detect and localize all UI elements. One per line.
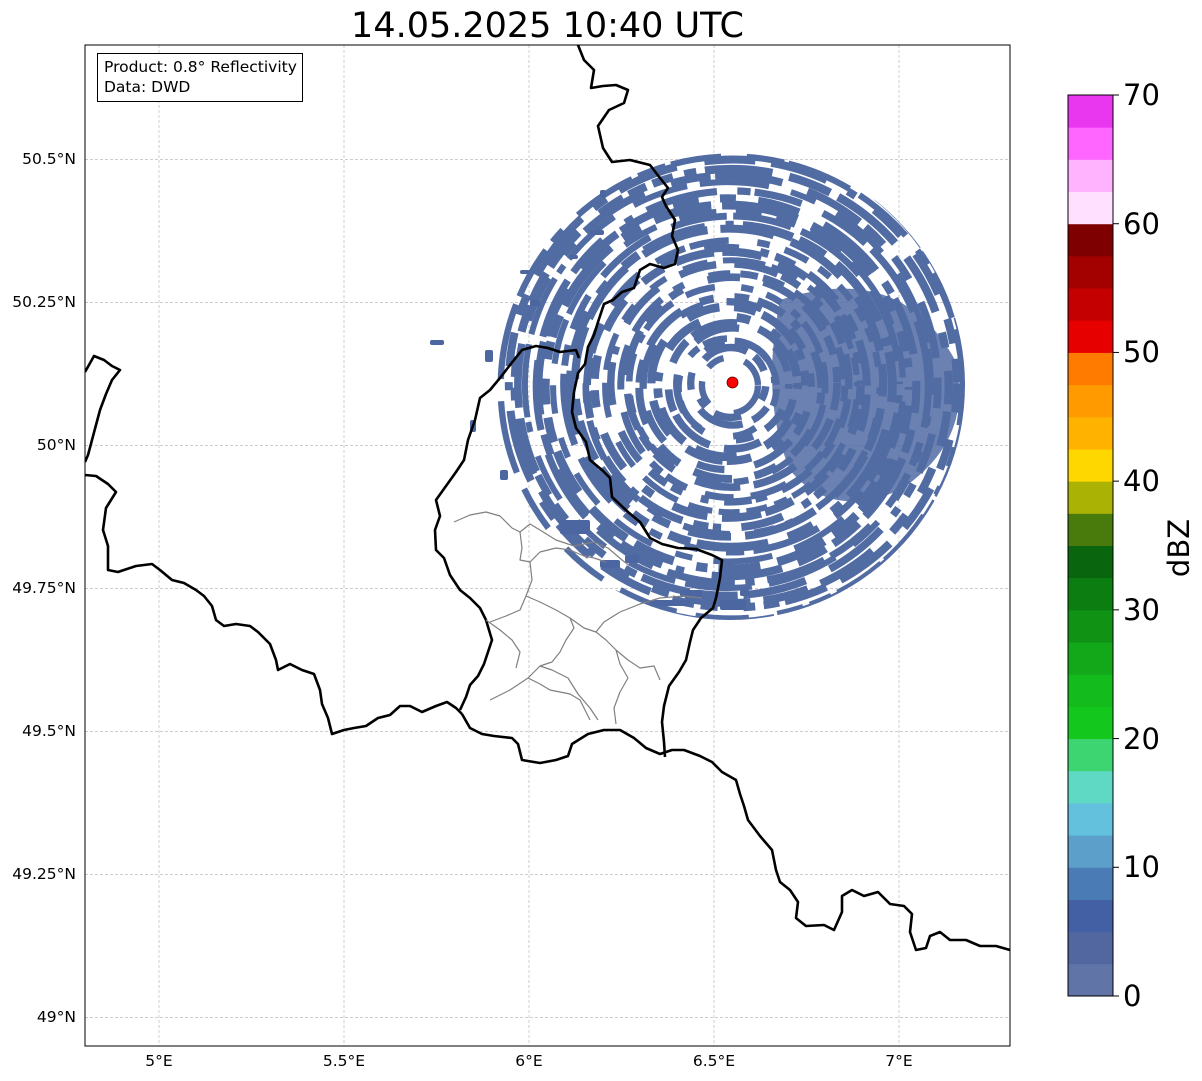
radar-site-marker <box>726 376 739 389</box>
colorbar-tick-label: 50 <box>1123 335 1160 370</box>
echo-fragment <box>590 230 604 235</box>
colorbar-tick-label: 40 <box>1123 464 1160 499</box>
map-title: 14.05.2025 10:40 UTC <box>351 6 744 46</box>
lon-tick-label: 5.5°E <box>322 1052 366 1070</box>
lat-tick-label: 49°N <box>36 1008 76 1027</box>
lat-tick-label: 50.25°N <box>12 293 76 312</box>
colorbar-label: dBZ <box>1162 518 1196 578</box>
colorbar-frame <box>1067 94 1114 997</box>
colorbar-tick-label: 0 <box>1123 979 1142 1013</box>
colorbar-bin <box>1068 127 1113 160</box>
colorbar-bin <box>1068 255 1113 289</box>
colorbar-bin <box>1068 384 1113 418</box>
echo-fragment <box>520 270 530 274</box>
colorbar-bin <box>1068 931 1113 965</box>
colorbar-tick-label: 30 <box>1123 592 1160 627</box>
colorbar-bin <box>1068 545 1113 579</box>
product-label: Product: 0.8° Reflectivity <box>104 58 297 76</box>
lat-tick-label: 50°N <box>36 436 76 455</box>
colorbar-bin <box>1068 577 1113 611</box>
lon-tick-label: 5°E <box>145 1052 173 1070</box>
colorbar-tick-label: 60 <box>1123 206 1160 241</box>
lat-tick-label: 49.5°N <box>22 722 76 741</box>
colorbar-bin <box>1068 448 1113 482</box>
echo-fragment <box>600 190 606 198</box>
echo-fragment <box>570 255 578 259</box>
colorbar-bin <box>1068 288 1113 321</box>
data-source-label: Data: DWD <box>104 78 191 96</box>
colorbar-bin <box>1068 802 1113 836</box>
echo-fragment <box>740 590 750 596</box>
colorbar-bin <box>1068 95 1113 128</box>
echo-fragment <box>560 520 590 534</box>
colorbar-bin <box>1068 320 1113 353</box>
border-belgium-luxembourg <box>433 344 581 711</box>
colorbar-bin <box>1068 867 1113 900</box>
lon-tick-label: 6.5°E <box>692 1052 736 1070</box>
colorbar-bin <box>1068 159 1113 193</box>
plot-frame <box>84 44 1011 1047</box>
echo-fragment <box>625 555 639 563</box>
colorbar-bin <box>1068 416 1113 450</box>
colorbar-bin <box>1068 706 1113 740</box>
colorbar-bin <box>1068 481 1113 514</box>
colorbar-bin <box>1068 963 1113 997</box>
colorbar <box>1068 94 1119 997</box>
colorbar-bin <box>1068 352 1113 386</box>
colorbar-bin <box>1068 223 1113 257</box>
echo-fragment <box>430 340 444 345</box>
colorbar-tick-label: 70 <box>1123 78 1160 112</box>
colorbar-bin <box>1068 191 1113 225</box>
border-belgium-germany <box>570 45 724 758</box>
border-belgium-france <box>85 473 463 736</box>
country-borders <box>85 45 1010 952</box>
colorbar-tick-label: 20 <box>1123 721 1160 756</box>
colorbar-bin <box>1068 770 1113 804</box>
echo-fragment <box>680 590 702 597</box>
product-info-box: Product: 0.8° Reflectivity Data: DWD <box>97 53 303 102</box>
echo-fragment <box>500 470 508 480</box>
colorbar-bin <box>1068 899 1113 933</box>
lat-tick-label: 49.25°N <box>12 865 76 884</box>
border-northwest <box>85 354 122 463</box>
canton-boundaries <box>453 511 703 725</box>
border-luxembourg-france-germany <box>460 713 1010 952</box>
colorbar-tick-label: 10 <box>1123 850 1160 885</box>
colorbar-bin <box>1068 674 1113 707</box>
colorbar-bin <box>1068 513 1113 546</box>
echo-fragment <box>650 600 690 606</box>
colorbar-bin <box>1068 835 1113 868</box>
colorbar-bin <box>1068 642 1113 675</box>
lat-tick-label: 49.75°N <box>12 579 76 598</box>
echo-fragment <box>485 350 493 362</box>
colorbar-bin <box>1068 609 1113 643</box>
echo-fragment <box>720 600 746 610</box>
colorbar-bin <box>1068 738 1113 772</box>
lon-tick-label: 6°E <box>515 1052 543 1070</box>
lat-tick-label: 50.5°N <box>22 150 76 169</box>
lon-tick-label: 7°E <box>885 1052 913 1070</box>
echo-fragment <box>530 300 540 306</box>
